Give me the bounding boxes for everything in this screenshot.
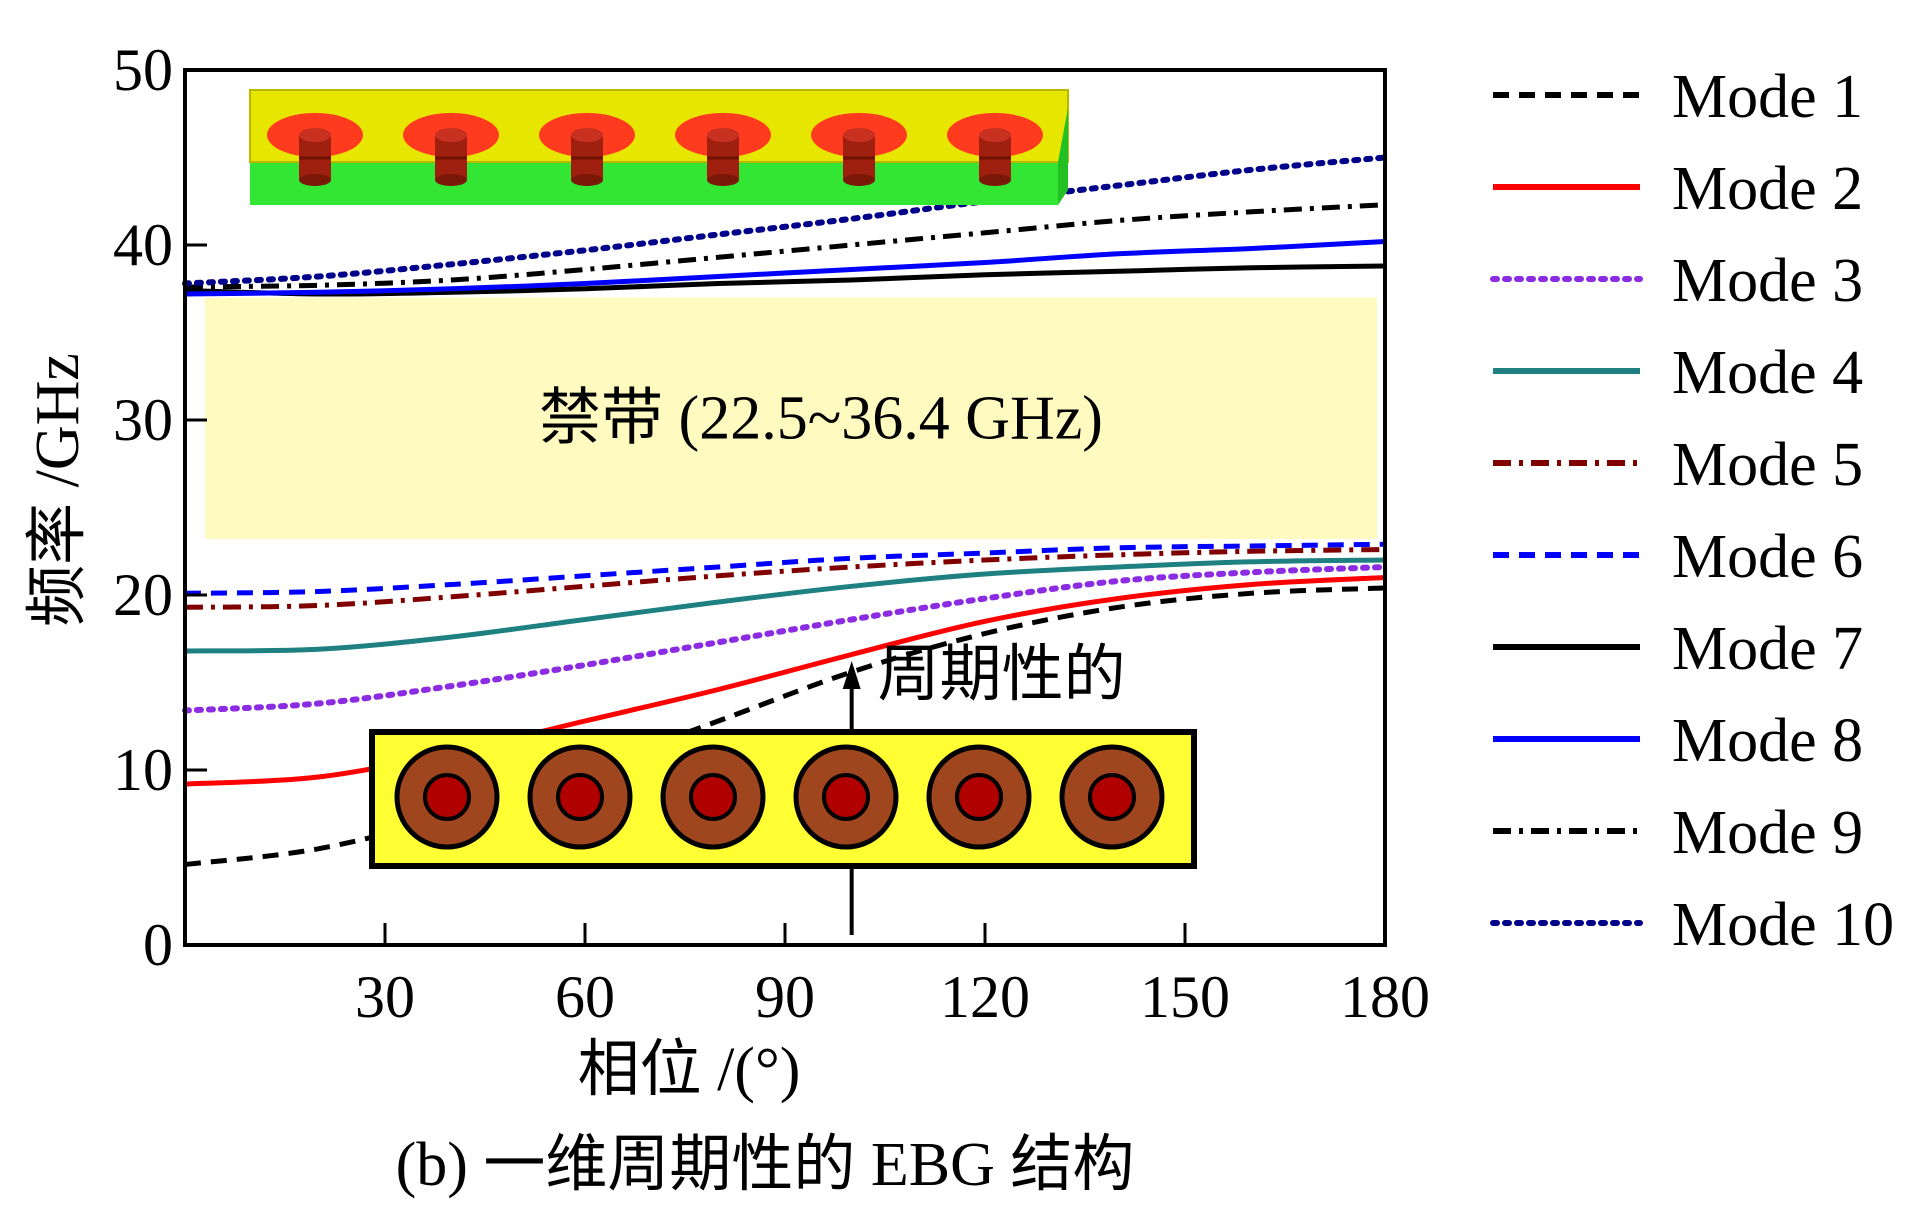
- y-axis: 0 10 20 30 40 50: [113, 37, 207, 978]
- topview-via: [660, 744, 766, 850]
- figure-caption: (b) 一维周期性的 EBG 结构: [396, 1131, 1135, 1199]
- x-axis-title: 相位 /(°): [578, 1036, 801, 1104]
- legend-label: Mode 1: [1672, 63, 1863, 131]
- series-line-mode-1: [184, 585, 1386, 867]
- legend-item-mode-8: Mode 8: [1493, 707, 1863, 775]
- series-line-mode-9: [184, 202, 1386, 290]
- x-tick-label: 30: [355, 964, 415, 1030]
- x-tick-label: 180: [1340, 964, 1430, 1030]
- y-tick-label: 10: [113, 737, 173, 803]
- band-gap-region: [205, 297, 1377, 539]
- legend-label: Mode 5: [1672, 431, 1863, 499]
- series-line-mode-7: [184, 263, 1386, 297]
- y-tick-label: 0: [143, 912, 173, 978]
- x-tick-label: 150: [1140, 964, 1230, 1030]
- topview-via: [1059, 744, 1165, 850]
- series-line-mode-4: [184, 557, 1386, 654]
- legend-label: Mode 4: [1672, 339, 1863, 407]
- legend-item-mode-5: Mode 5: [1493, 431, 1863, 499]
- x-axis: 30 60 90 120 150 180: [355, 923, 1430, 1030]
- series-line-mode-6: [184, 541, 1386, 596]
- band-gap-label: 禁带 (22.5~36.4 GHz): [539, 384, 1103, 452]
- via-pad: [403, 113, 499, 186]
- via-pad: [947, 113, 1043, 186]
- topview-via: [926, 744, 1032, 850]
- legend-label: Mode 10: [1672, 891, 1894, 959]
- ebg-top-view-icon: [369, 729, 1197, 869]
- series-line-mode-3: [182, 564, 1388, 714]
- legend: Mode 1 Mode 2 Mode 3 Mode 4 Mode 5 Mode 6 Mode…: [1490, 63, 1894, 959]
- legend-item-mode-4: Mode 4: [1493, 339, 1863, 407]
- x-tick-label: 60: [555, 964, 615, 1030]
- x-tick-label: 90: [755, 964, 815, 1030]
- via-pad: [675, 113, 771, 186]
- y-tick-label: 30: [113, 387, 173, 453]
- topview-via: [793, 744, 899, 850]
- topview-frame: [369, 729, 1197, 869]
- topview-via: [527, 744, 633, 850]
- series-line-mode-5: [184, 547, 1386, 610]
- legend-label: Mode 2: [1672, 155, 1863, 223]
- y-tick-label: 50: [113, 37, 173, 103]
- legend-item-mode-9: Mode 9: [1493, 799, 1863, 867]
- y-axis-title: 频率 /GHz: [24, 353, 92, 627]
- legend-item-mode-2: Mode 2: [1493, 155, 1863, 223]
- legend-label: Mode 9: [1672, 799, 1863, 867]
- legend-item-mode-1: Mode 1: [1493, 63, 1863, 131]
- y-tick-label: 40: [113, 212, 173, 278]
- via-pad: [811, 113, 907, 186]
- annotation-arrowhead: [842, 661, 861, 689]
- ebg-3d-view-icon: [249, 89, 1069, 205]
- topview-via: [394, 744, 500, 850]
- legend-label: Mode 3: [1672, 247, 1863, 315]
- substrate-top: [249, 89, 1069, 163]
- series-line-mode-10: [182, 154, 1388, 287]
- substrate-side: [1058, 108, 1068, 205]
- via-pad: [267, 113, 363, 186]
- annotation-label: 周期性的: [878, 641, 1126, 709]
- legend-label: Mode 6: [1672, 523, 1863, 591]
- legend-item-mode-7: Mode 7: [1493, 615, 1863, 683]
- legend-label: Mode 8: [1672, 707, 1863, 775]
- series-line-mode-8: [184, 239, 1386, 297]
- plot-area: [205, 297, 1377, 539]
- series-layer: [182, 154, 1388, 867]
- legend-label: Mode 7: [1672, 615, 1863, 683]
- via-pad: [539, 113, 635, 186]
- legend-item-mode-6: Mode 6: [1493, 523, 1863, 591]
- legend-item-mode-3: Mode 3: [1490, 247, 1863, 315]
- x-tick-label: 120: [940, 964, 1030, 1030]
- y-tick-label: 20: [113, 562, 173, 628]
- legend-item-mode-10: Mode 10: [1490, 891, 1894, 959]
